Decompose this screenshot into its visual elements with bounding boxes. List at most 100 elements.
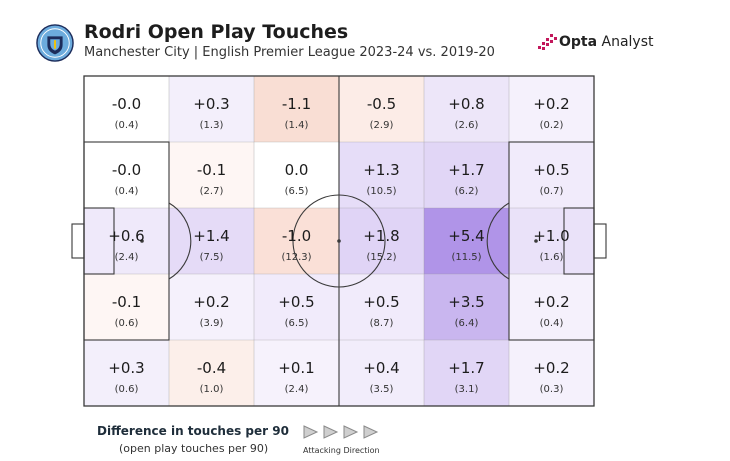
heatmap-cell xyxy=(339,340,424,406)
cell-difference-label: +1.8 xyxy=(363,227,399,245)
cell-touches-label: (1.4) xyxy=(285,120,309,131)
heatmap-cell xyxy=(254,208,339,274)
cell-difference-label: -1.0 xyxy=(282,227,311,245)
heatmap-cell xyxy=(509,274,594,340)
right-penalty-arc xyxy=(486,202,510,280)
pitch-heatmap: -0.0 (0.4) +0.3 (1.3) -1.1 (1.4) -0.5 (2.9) +0.8… xyxy=(71,75,607,407)
cell-difference-label: +0.2 xyxy=(533,95,569,113)
cell-touches-label: (0.4) xyxy=(540,318,564,329)
heatmap-cell xyxy=(424,340,509,406)
brand-name-rest: Analyst xyxy=(597,34,654,50)
brand-name-bold: Opta xyxy=(559,34,598,50)
chart-subtitle: Manchester City | English Premier League… xyxy=(84,45,495,60)
cell-touches-label: (3.5) xyxy=(370,384,394,395)
heatmap-cell xyxy=(254,76,339,142)
cell-difference-label: +0.1 xyxy=(278,359,314,377)
cell-difference-label: +0.8 xyxy=(448,95,484,113)
cell-difference-label: +1.7 xyxy=(448,161,484,179)
heatmap-cell xyxy=(169,274,254,340)
pitch-markings xyxy=(71,75,607,407)
heatmap-cell xyxy=(509,142,594,208)
cell-touches-label: (8.7) xyxy=(370,318,394,329)
cell-touches-label: (11.5) xyxy=(451,252,481,263)
cell-difference-label: 0.0 xyxy=(285,161,309,179)
heatmap-cell xyxy=(84,340,169,406)
right-goal xyxy=(593,223,607,259)
cell-touches-label: (0.3) xyxy=(540,384,564,395)
play-arrow-icon xyxy=(303,425,319,439)
heatmap-cell xyxy=(169,340,254,406)
left-penalty-arc xyxy=(168,202,192,280)
cell-touches-label: (6.4) xyxy=(455,318,479,329)
cell-difference-label: +0.5 xyxy=(278,293,314,311)
cell-difference-label: -0.4 xyxy=(197,359,226,377)
heatmap-cell xyxy=(424,274,509,340)
heatmap-cell xyxy=(339,76,424,142)
left-goal xyxy=(71,223,85,259)
cell-touches-label: (2.6) xyxy=(455,120,479,131)
legend-title: Difference in touches per 90 xyxy=(97,424,289,438)
legend-subtitle: (open play touches per 90) xyxy=(119,442,269,455)
cell-touches-label: (0.2) xyxy=(540,120,564,131)
heatmap-cell xyxy=(424,76,509,142)
play-arrow-icon xyxy=(343,425,359,439)
cell-touches-label: (15.2) xyxy=(366,252,396,263)
cell-touches-label: (2.9) xyxy=(370,120,394,131)
heatmap-cell xyxy=(509,340,594,406)
cell-touches-label: (2.4) xyxy=(285,384,309,395)
manchester-city-crest-icon xyxy=(36,24,74,62)
heatmap-cell xyxy=(169,208,254,274)
left-penalty-spot xyxy=(140,239,144,243)
heatmap-cell xyxy=(169,142,254,208)
center-spot xyxy=(337,239,341,243)
brand: Opta Analyst xyxy=(536,32,666,54)
cell-touches-label: (3.9) xyxy=(200,318,224,329)
cell-touches-label: (6.5) xyxy=(285,318,309,329)
cell-touches-label: (1.6) xyxy=(540,252,564,263)
heatmap-cell xyxy=(84,274,169,340)
cell-difference-label: +0.2 xyxy=(193,293,229,311)
heatmap-cell xyxy=(424,142,509,208)
cell-touches-label: (1.3) xyxy=(200,120,224,131)
cell-difference-label: +1.0 xyxy=(533,227,569,245)
cell-difference-label: +0.5 xyxy=(533,161,569,179)
heatmap-cell xyxy=(339,208,424,274)
heatmap-cell xyxy=(509,208,594,274)
cell-difference-label: +0.2 xyxy=(533,293,569,311)
attacking-direction-arrows xyxy=(303,425,379,439)
cell-touches-label: (0.4) xyxy=(115,186,139,197)
cell-difference-label: +0.3 xyxy=(108,359,144,377)
play-arrow-icon xyxy=(363,425,379,439)
attacking-direction-label: Attacking Direction xyxy=(303,446,380,455)
heatmap-cell xyxy=(254,340,339,406)
cell-touches-label: (0.7) xyxy=(540,186,564,197)
heatmap-cell xyxy=(509,76,594,142)
cell-difference-label: -0.1 xyxy=(197,161,226,179)
cell-touches-label: (1.0) xyxy=(200,384,224,395)
cell-difference-label: -0.1 xyxy=(112,293,141,311)
center-circle xyxy=(292,194,386,288)
play-arrow-icon xyxy=(323,425,339,439)
cell-touches-label: (10.5) xyxy=(366,186,396,197)
cell-touches-label: (0.4) xyxy=(115,120,139,131)
cell-touches-label: (7.5) xyxy=(200,252,224,263)
cell-touches-label: (12.3) xyxy=(281,252,311,263)
cell-touches-label: (6.2) xyxy=(455,186,479,197)
cell-touches-label: (2.4) xyxy=(115,252,139,263)
cell-difference-label: -0.0 xyxy=(112,95,141,113)
chart-header: Rodri Open Play Touches Manchester City … xyxy=(0,0,730,72)
cell-touches-label: (0.6) xyxy=(115,384,139,395)
cell-difference-label: +0.2 xyxy=(533,359,569,377)
cell-difference-label: +1.7 xyxy=(448,359,484,377)
cell-difference-label: +5.4 xyxy=(448,227,484,245)
cell-difference-label: +0.5 xyxy=(363,293,399,311)
chart-title: Rodri Open Play Touches xyxy=(84,21,349,43)
cell-touches-label: (6.5) xyxy=(285,186,309,197)
heatmap-labels: -0.0 (0.4) +0.3 (1.3) -1.1 (1.4) -0.5 (2.9) +0.8… xyxy=(108,95,569,395)
heatmap-cell xyxy=(169,76,254,142)
opta-analyst-logo-icon xyxy=(538,34,557,50)
right-penalty-spot xyxy=(534,239,538,243)
cell-touches-label: (3.1) xyxy=(455,384,479,395)
cell-difference-label: -0.0 xyxy=(112,161,141,179)
heatmap-cells xyxy=(84,76,594,406)
